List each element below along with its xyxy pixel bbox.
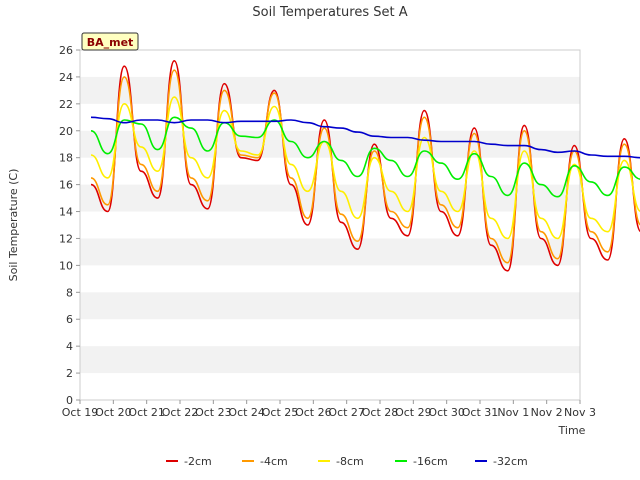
legend-label: -2cm [184, 455, 212, 468]
y-tick-label: 26 [59, 44, 73, 57]
station-label: BA_met [87, 36, 134, 49]
plot-frame [79, 49, 581, 401]
x-tick-label: Oct 20 [95, 406, 132, 419]
series-lines [90, 60, 640, 272]
series-line-32cm [90, 116, 640, 159]
legend-label: -16cm [413, 455, 448, 468]
x-tick-label: Nov 1 [497, 406, 529, 419]
x-tick-label: Oct 31 [462, 406, 499, 419]
x-tick-label: Oct 22 [162, 406, 199, 419]
legend-label: -8cm [336, 455, 364, 468]
legend: -2cm -4cm -8cm -16cm -32cm [166, 455, 528, 468]
series-line-16cm [90, 116, 640, 198]
y-tick-label: 8 [66, 286, 73, 299]
station-badge: BA_met [81, 32, 139, 51]
x-tick-label: Oct 25 [262, 406, 299, 419]
y-tick-label: 6 [66, 313, 73, 326]
x-tick-label: Oct 27 [328, 406, 365, 419]
grid-band [80, 292, 580, 320]
chart-title: Soil Temperatures Set A [252, 5, 407, 20]
x-tick-label: Oct 21 [128, 406, 165, 419]
y-tick-label: 12 [59, 232, 73, 245]
x-tick-label: Oct 30 [428, 406, 465, 419]
series-line-8cm [90, 96, 640, 240]
grid-band [80, 346, 580, 374]
y-tick-label: 16 [59, 179, 73, 192]
y-tick-label: 22 [59, 98, 73, 111]
x-tick-label: Oct 23 [195, 406, 232, 419]
y-tick-label: 10 [59, 259, 73, 272]
legend-label: -32cm [493, 455, 528, 468]
y-tick-label: 24 [59, 71, 73, 84]
y-tick-label: 2 [66, 367, 73, 380]
x-tick-label: Oct 26 [295, 406, 332, 419]
series-line-4cm [90, 69, 640, 264]
grid-band [80, 184, 580, 212]
y-tick-label: 18 [59, 152, 73, 165]
x-tick-label: Oct 24 [228, 406, 265, 419]
grid-band [80, 76, 580, 104]
x-tick-label: Oct 19 [62, 406, 99, 419]
x-tick-label: Oct 29 [395, 406, 432, 419]
x-tick-label: Oct 28 [362, 406, 399, 419]
y-tick-label: 4 [66, 340, 73, 353]
x-tick-label: Nov 2 [531, 406, 563, 419]
legend-label: -4cm [260, 455, 288, 468]
station-badge-box [81, 32, 139, 51]
y-tick-label: 0 [66, 394, 73, 407]
y-tick-label: 14 [59, 206, 73, 219]
x-axis-label: Time [558, 424, 586, 437]
y-axis-label: Soil Temperature (C) [7, 169, 20, 282]
series-line-2cm [90, 60, 640, 272]
x-tick-label: Nov 3 [564, 406, 596, 419]
y-tick-label: 20 [59, 125, 73, 138]
